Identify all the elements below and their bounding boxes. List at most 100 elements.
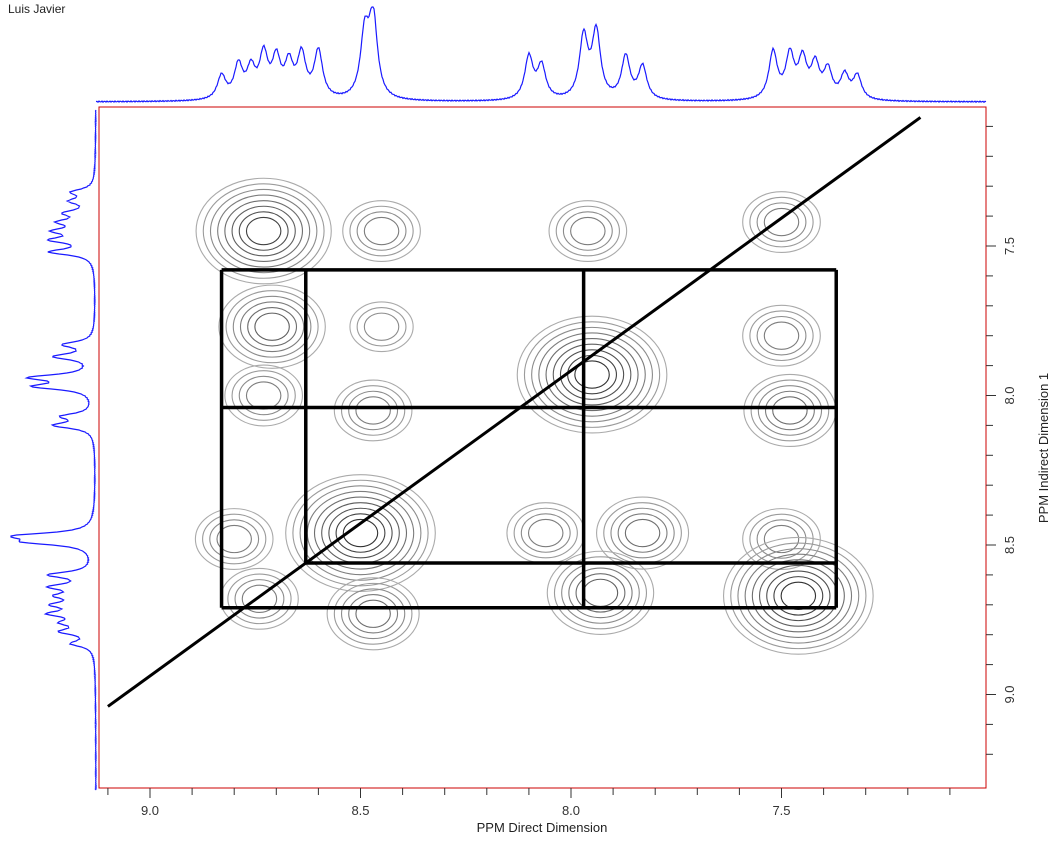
contour-ring <box>342 200 421 263</box>
contour-ring <box>750 379 830 442</box>
contour-ring <box>218 284 326 369</box>
contour-ring <box>224 200 304 263</box>
contour-ring <box>610 507 675 559</box>
contour-ring <box>209 519 260 559</box>
contour-ring <box>285 474 436 592</box>
contour-ring <box>730 542 867 650</box>
contour-ring <box>333 379 413 442</box>
contour-ring <box>313 496 408 570</box>
contour-ring <box>756 315 807 356</box>
y-tick-label: 8.0 <box>1002 386 1017 404</box>
contour-ring <box>348 594 399 634</box>
x-tick-label: 7.5 <box>772 803 790 818</box>
contour-peak <box>218 284 326 369</box>
contour-ring <box>559 349 625 400</box>
y-axis: 7.5 8.0 8.5 9.0 <box>986 125 1017 755</box>
contour-ring <box>292 479 429 587</box>
contour-peak <box>743 373 837 448</box>
contour-ring <box>348 390 399 431</box>
contour-ring <box>363 312 400 341</box>
contour-peak <box>333 379 413 442</box>
y-tick-label: 8.5 <box>1002 536 1017 554</box>
contour-ring <box>194 508 274 570</box>
contour-ring <box>546 550 655 635</box>
contour-ring <box>596 496 690 570</box>
contour-peak <box>742 304 821 367</box>
contour-ring <box>772 396 808 425</box>
contour-ring <box>562 211 613 251</box>
author-label: Luis Javier <box>8 2 66 16</box>
diagonal-line <box>107 116 922 708</box>
contour-peak <box>722 536 874 655</box>
contour-ring <box>340 588 406 640</box>
contour-ring <box>773 576 824 616</box>
contour-ring <box>349 205 414 257</box>
contour-layer <box>194 177 874 655</box>
contour-peak <box>546 550 655 635</box>
contour-ring <box>506 502 586 564</box>
y-tick-label: 9.0 <box>1002 685 1017 703</box>
contour-ring <box>231 205 296 257</box>
left-projection-trace <box>10 109 98 791</box>
contour-ring <box>245 216 282 246</box>
contour-ring <box>217 194 311 268</box>
contour-ring <box>241 584 278 613</box>
contour-peak <box>285 474 436 592</box>
contour-ring <box>764 390 815 431</box>
contour-ring <box>299 485 422 581</box>
contour-ring <box>531 326 653 423</box>
contour-ring <box>342 518 379 548</box>
x-tick-label: 8.0 <box>562 803 580 818</box>
contour-peak <box>516 315 668 434</box>
contour-ring <box>766 570 831 622</box>
plot-frame <box>98 106 987 789</box>
contour-peak <box>548 200 628 263</box>
top-projection-trace <box>95 6 987 104</box>
contour-ring <box>545 338 639 412</box>
contour-ring <box>225 290 319 364</box>
contour-ring <box>553 556 648 630</box>
contour-ring <box>356 306 407 347</box>
contour-ring <box>756 202 807 242</box>
contour-peak <box>349 301 414 353</box>
contour-ring <box>202 513 267 565</box>
contour-ring <box>751 559 845 633</box>
contour-ring <box>538 332 646 417</box>
contour-ring <box>356 211 407 251</box>
contour-ring <box>513 507 578 559</box>
contour-ring <box>749 196 814 248</box>
contour-ring <box>238 375 289 416</box>
contour-ring <box>763 207 800 237</box>
contour-ring <box>321 502 400 564</box>
contour-peak <box>506 502 586 564</box>
contour-peak <box>342 200 421 263</box>
contour-ring <box>568 567 633 619</box>
contour-ring <box>202 183 325 279</box>
contour-peak <box>596 496 690 570</box>
contour-peak <box>195 177 332 285</box>
contour-ring <box>742 191 821 254</box>
contour-ring <box>552 343 632 406</box>
contour-ring <box>224 364 304 427</box>
contour-ring <box>744 553 853 638</box>
contour-peak <box>326 577 420 651</box>
contour-ring <box>349 301 414 353</box>
contour-ring <box>245 381 282 410</box>
contour-ring <box>575 573 626 613</box>
x-tick-label: 8.5 <box>351 803 369 818</box>
contour-ring <box>603 502 682 564</box>
contour-ring <box>355 396 391 425</box>
contour-ring <box>209 188 318 274</box>
contour-ring <box>227 573 292 625</box>
contour-ring <box>756 519 807 559</box>
contour-ring <box>355 599 391 628</box>
contour-ring <box>239 301 305 353</box>
contour-ring <box>742 304 821 367</box>
contour-ring <box>216 524 252 554</box>
contour-ring <box>232 295 312 358</box>
contour-ring <box>328 507 393 559</box>
contour-peak <box>224 364 304 427</box>
contour-peak <box>742 191 821 254</box>
contour-ring <box>742 508 821 570</box>
